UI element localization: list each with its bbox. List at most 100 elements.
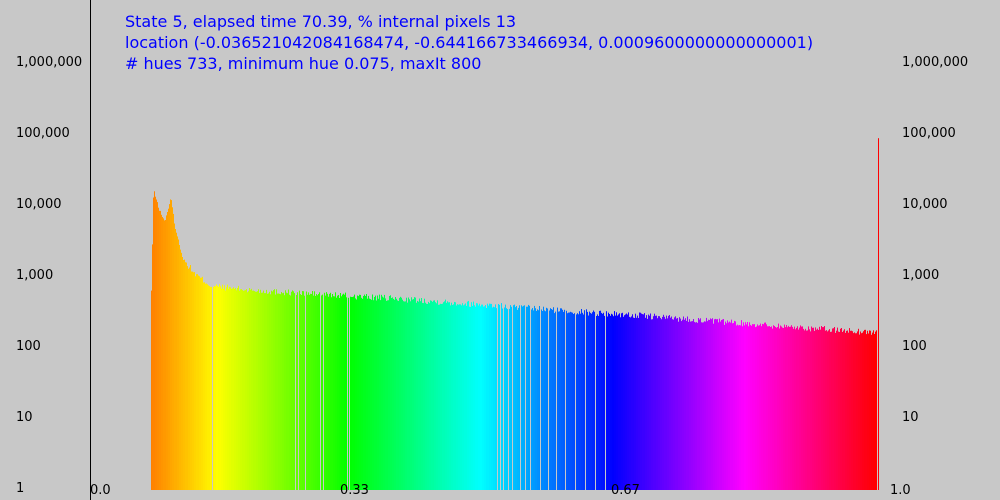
histogram-bar	[498, 304, 499, 490]
histogram-bar	[638, 318, 639, 490]
histogram-bar	[678, 321, 679, 490]
histogram-bar	[771, 326, 772, 490]
histogram-bar	[321, 295, 322, 490]
histogram-bar	[685, 318, 686, 490]
histogram-bar	[577, 313, 578, 490]
histogram-bar	[535, 308, 536, 490]
histogram-bar	[180, 249, 181, 490]
histogram-bar	[712, 318, 713, 490]
histogram-bar	[222, 284, 223, 490]
histogram-bar	[493, 306, 494, 490]
histogram-bar	[401, 297, 402, 490]
histogram-bar	[697, 322, 698, 490]
histogram-bar	[436, 303, 437, 490]
histogram-bar	[306, 291, 307, 490]
histogram-bar	[659, 316, 660, 490]
histogram-bar	[859, 334, 860, 490]
histogram-bar	[440, 303, 441, 490]
histogram-bar	[856, 333, 857, 490]
histogram-bar	[309, 294, 310, 490]
histogram-bar	[163, 218, 164, 490]
y-tick-left: 10	[16, 410, 33, 425]
histogram-bar	[430, 300, 431, 490]
histogram-bar	[468, 300, 469, 490]
histogram-bar	[773, 325, 774, 490]
histogram-bar	[778, 323, 779, 490]
histogram-bar	[409, 299, 410, 490]
histogram-bar	[449, 302, 450, 490]
histogram-bar	[629, 316, 630, 490]
histogram-bar	[694, 321, 695, 490]
histogram-bar	[781, 326, 782, 490]
histogram-bar	[521, 305, 522, 490]
histogram-bar	[526, 306, 527, 490]
histogram-bar	[772, 328, 773, 490]
histogram-bar	[363, 296, 364, 490]
histogram-bar	[205, 283, 206, 490]
histogram-bar	[300, 294, 301, 490]
histogram-bar	[378, 298, 379, 490]
histogram-bar	[630, 317, 631, 490]
histogram-bar	[551, 309, 552, 490]
histogram-bar	[470, 306, 471, 490]
histogram-bar	[620, 317, 621, 490]
histogram-bar	[292, 290, 293, 490]
histogram-bar	[160, 210, 161, 490]
histogram-bar	[415, 297, 416, 490]
histogram-bar	[757, 324, 758, 490]
histogram-bar	[642, 314, 643, 490]
histogram-bar	[405, 301, 406, 490]
histogram-bar	[599, 310, 600, 490]
histogram-bar	[670, 317, 671, 490]
histogram-bar	[394, 299, 395, 490]
histogram-bar	[768, 326, 769, 490]
histogram-bar	[644, 313, 645, 490]
histogram-bar	[153, 197, 154, 490]
histogram-bar	[836, 330, 837, 490]
histogram-bar	[289, 294, 290, 490]
histogram-bar	[417, 300, 418, 490]
histogram-bar	[219, 284, 220, 490]
histogram-bar	[791, 325, 792, 490]
histogram-bar	[625, 314, 626, 490]
histogram-bar	[790, 326, 791, 490]
histogram-bar	[645, 317, 646, 490]
histogram-bar	[454, 301, 455, 490]
histogram-bar	[725, 321, 726, 490]
histogram-bar	[631, 316, 632, 490]
histogram-bar	[288, 289, 289, 490]
histogram-bar	[841, 328, 842, 490]
histogram-bar	[676, 318, 677, 490]
histogram-bar	[862, 332, 863, 490]
histogram-bar	[744, 325, 745, 490]
histogram-bar	[331, 297, 332, 490]
histogram-bar	[179, 245, 180, 490]
histogram-bar	[869, 330, 870, 490]
histogram-bar	[587, 311, 588, 490]
histogram-bar	[230, 287, 231, 490]
histogram-bar	[173, 213, 174, 490]
histogram-bar	[398, 301, 399, 490]
histogram-bar	[762, 323, 763, 490]
histogram-bar	[287, 293, 288, 490]
histogram-bar	[463, 305, 464, 490]
histogram-bar	[846, 330, 847, 490]
histogram-bar	[774, 326, 775, 490]
histogram-bar	[662, 316, 663, 490]
histogram-bar	[188, 268, 189, 490]
histogram-bar	[375, 295, 376, 490]
histogram-bar	[760, 323, 761, 490]
histogram-bar	[745, 322, 746, 490]
histogram-bar	[462, 303, 463, 490]
histogram-bar	[262, 292, 263, 490]
histogram-bar	[376, 300, 377, 490]
histogram-bar	[553, 307, 554, 490]
histogram-bar	[608, 312, 609, 490]
histogram-bar	[541, 309, 542, 490]
histogram-bar	[533, 310, 534, 490]
histogram-bar	[546, 307, 547, 490]
histogram-bar	[797, 326, 798, 490]
histogram-bar	[238, 285, 239, 490]
histogram-bar	[767, 326, 768, 490]
histogram-bar	[603, 312, 604, 490]
